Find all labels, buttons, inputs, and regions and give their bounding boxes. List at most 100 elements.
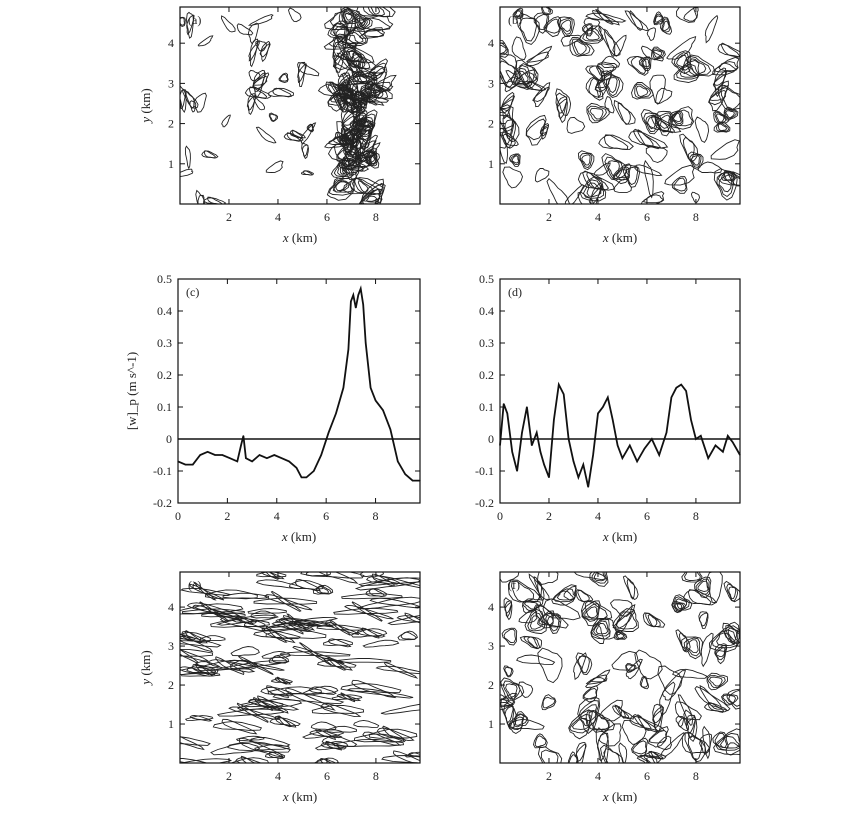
contour-line	[638, 56, 652, 72]
contour-line	[334, 179, 348, 192]
contour-cell	[230, 646, 260, 657]
contour-cell	[712, 67, 728, 98]
contour-line	[339, 86, 368, 106]
contour-cell	[324, 131, 355, 149]
contour-cell	[533, 604, 569, 629]
contour-line	[727, 170, 740, 187]
contour-line	[588, 65, 604, 81]
contour-line	[327, 83, 352, 112]
y-tick-label: 0.5	[479, 272, 494, 286]
contour-line	[348, 129, 372, 159]
contour-line	[611, 650, 642, 671]
contour-line	[625, 663, 637, 673]
x-tick-label: 2	[226, 210, 232, 224]
contour-line	[337, 164, 351, 176]
contour-line	[713, 728, 740, 756]
contour-line	[248, 40, 260, 62]
contour-cell	[518, 609, 538, 624]
contour-cell	[625, 663, 637, 673]
contour-line	[699, 733, 713, 755]
contour-line	[221, 718, 258, 735]
contour-cell	[256, 572, 287, 580]
contour-cell	[247, 14, 274, 26]
contour-cell	[500, 91, 516, 120]
y-axis-label: [w]_p (m s^-1)	[124, 352, 139, 430]
contour-cell	[644, 750, 667, 760]
contour-line	[624, 10, 650, 31]
y-tick-label: 4	[488, 36, 494, 50]
contour-cell	[681, 732, 710, 754]
contour-line	[366, 150, 378, 167]
contour-line	[180, 603, 244, 615]
contour-line	[612, 705, 635, 720]
contour-line	[661, 18, 671, 33]
contour-cell	[180, 736, 211, 751]
contour-line	[632, 128, 661, 150]
contour-line	[367, 7, 386, 16]
contour-cell	[340, 679, 402, 699]
data-point	[199, 454, 201, 456]
contour-cell	[690, 191, 700, 203]
contour-line	[718, 174, 733, 193]
contour-line	[653, 49, 663, 58]
contour-line	[364, 71, 387, 96]
x-tick-label: 4	[595, 769, 601, 783]
contour-cell	[364, 149, 380, 169]
contour-line	[564, 184, 585, 204]
contour-line	[500, 699, 514, 706]
contour-line	[673, 177, 687, 192]
contour-cell	[624, 10, 650, 31]
contour-cell	[646, 27, 656, 42]
contour-line	[207, 659, 256, 673]
y-tick-label: 0.1	[157, 400, 172, 414]
contour-line	[697, 580, 709, 592]
contour-cell	[649, 74, 666, 104]
contour-line	[681, 636, 703, 660]
x-tick-label: 6	[324, 210, 330, 224]
contour-line	[400, 631, 417, 640]
contour-cell	[573, 572, 608, 581]
y-tick-label: 2	[488, 678, 494, 692]
contour-line	[687, 151, 704, 170]
contour-line	[626, 577, 636, 600]
data-point	[543, 464, 545, 466]
contour-line	[366, 575, 401, 585]
contour-cell	[508, 153, 521, 167]
contour-cell	[681, 636, 703, 660]
contour-line	[351, 103, 363, 116]
x-tick-label: 4	[275, 769, 281, 783]
contour-line	[579, 25, 604, 44]
x-tick-label: 4	[275, 210, 281, 224]
contour-line	[332, 46, 356, 71]
contour-line	[500, 131, 508, 164]
y-tick-label: 0.3	[157, 336, 172, 350]
contour-cell	[261, 650, 291, 659]
contour-line	[526, 118, 546, 141]
contour-cell	[640, 108, 662, 135]
contour-line	[303, 170, 313, 176]
y-tick-label: 4	[168, 600, 174, 614]
contour-line	[534, 167, 550, 183]
contour-line	[553, 588, 576, 603]
contour-line	[571, 717, 590, 730]
contour-line	[500, 697, 516, 708]
contour-cell	[643, 159, 654, 199]
contour-line	[542, 598, 581, 621]
contour-cell	[645, 145, 668, 163]
contour-line	[341, 8, 358, 24]
contour-line	[653, 11, 664, 26]
data-point	[305, 476, 307, 478]
contour-line	[527, 612, 545, 632]
contour-line	[195, 189, 206, 204]
contour-line	[272, 692, 345, 705]
contour-cell	[639, 675, 650, 690]
contour-line	[277, 715, 292, 728]
contour-line	[589, 107, 604, 120]
contour-line	[504, 119, 515, 138]
contour-line	[720, 42, 740, 58]
contour-line	[713, 121, 731, 133]
contour-line	[521, 598, 544, 614]
contour-cell	[300, 572, 365, 584]
contour-line	[310, 721, 337, 731]
contour-line	[614, 604, 636, 636]
